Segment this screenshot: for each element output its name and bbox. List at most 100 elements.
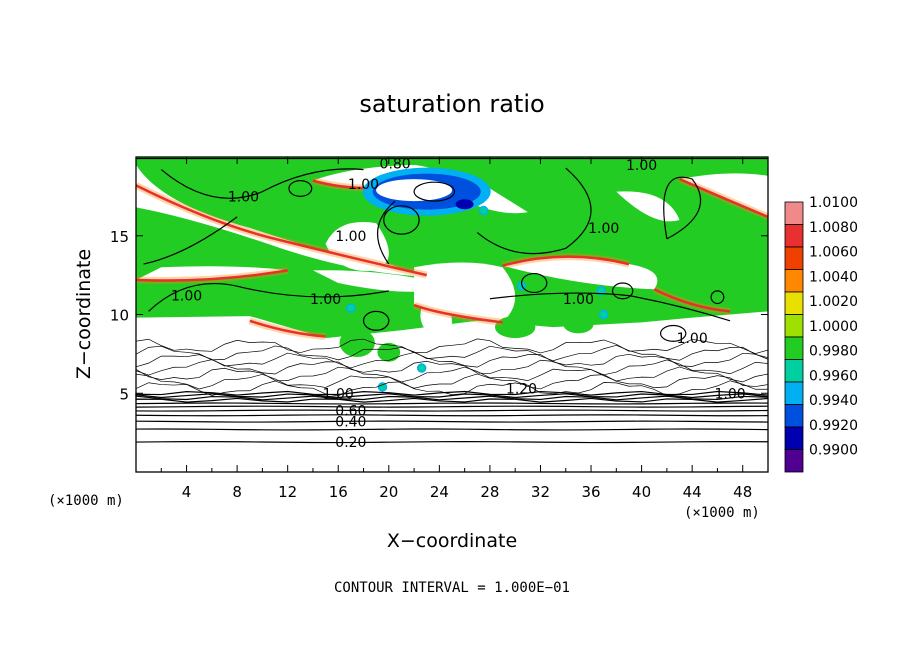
contour-label: 1.00 [348,177,379,193]
x-tick-label: 12 [278,483,297,501]
x-unit-right: (×1000 m) [684,505,760,521]
contour-line [135,402,769,405]
cloud-edge [653,288,731,313]
subsaturated-region [325,221,389,272]
contour-label: 1.00 [335,229,366,245]
contour-label: 0.40 [335,415,366,431]
contour-line [135,380,769,397]
colorbar-label: 1.0080 [809,220,858,236]
contour-labels: 0.80 1.001.001.001.00 1.001.00 1.00 1.001.00… [171,156,746,451]
x-tick-label: 16 [329,483,348,501]
contour-loop [413,181,456,202]
x-unit-left: (×1000 m) [48,493,124,509]
cloud-edge [413,303,503,324]
subsaturated-core-min [455,199,474,210]
contour-line [663,176,702,240]
cloud-edge [135,269,288,282]
contour-line [135,395,769,401]
saturated-patch [339,328,375,358]
subsaturated-region [249,320,326,362]
colorbar-label: 0.9920 [809,418,858,434]
contour-label: 1.00 [228,189,259,205]
x-axis-title: X−coordinate [387,530,517,552]
colorbar-label: 1.0100 [809,195,858,211]
contour-line [135,338,769,354]
contour-line [135,441,769,444]
colorbar-label: 0.9960 [809,368,858,384]
contour-line [135,373,769,390]
contour-line [148,283,389,312]
colorbar-swatch [784,269,804,293]
saturated-patch [494,316,536,339]
subsaturated-spot [377,382,388,392]
x-tick-label: 36 [581,483,600,501]
colorbar-swatch [784,426,804,450]
contour-loop [659,324,687,342]
y-tick-label: 15 [110,228,129,246]
y-axis-title: Z−coordinate [73,249,95,379]
colorbar: 1.0100 1.0080 1.0060 1.0040 1.0020 1.0000 0.99… [784,195,858,473]
x-tick-label: 4 [182,483,192,501]
subsaturated-spot [478,205,489,216]
contour-interval-note: CONTOUR INTERVAL = 1.000E−01 [334,580,570,596]
contour-lines [135,157,769,444]
subsaturated-spot [598,309,609,320]
contour-line [143,216,238,265]
contour-line [135,405,769,408]
colorbar-swatch [784,449,804,473]
contour-line [135,359,769,376]
contour-label: 1.00 [310,292,341,308]
chart-title: saturation ratio [359,90,544,118]
contour-loop [520,272,548,294]
x-tick-label: 32 [531,483,550,501]
contour-line [135,393,769,399]
y-tick-label: 5 [119,385,129,403]
contour-loop [611,282,634,300]
subsaturated-region [420,283,452,343]
supersaturated-region [136,157,768,339]
subsaturated-region [136,266,288,281]
y-axis-ticks: 5 10 15 [110,228,768,403]
cloud-edge [249,319,326,338]
contour-line [135,428,769,431]
subsaturated-spot [596,286,606,296]
colorbar-label: 1.0040 [809,269,858,285]
x-axis-ticks: 4 8 12 16 20 24 28 32 36 40 44 48 [160,157,752,501]
contour-line [135,397,769,403]
x-tick-label: 24 [430,483,449,501]
colorbar-swatch [784,404,804,428]
contour-label: 0.80 [380,156,411,172]
x-tick-label: 8 [232,483,242,501]
contour-label: 1.00 [588,221,619,237]
x-tick-label: 44 [683,483,702,501]
contour-line [135,409,769,412]
colorbar-swatch [784,224,804,248]
colorbar-swatch [784,201,804,225]
colorbar-label: 0.9940 [809,393,858,409]
colorbar-label: 1.0020 [809,294,858,310]
contour-line [135,344,769,362]
colorbar-label: 1.0060 [809,245,858,261]
contour-loop [710,290,725,305]
colorbar-swatch [784,336,804,360]
contour-label: 1.00 [171,289,202,305]
colorbar-swatch [784,291,804,315]
cloud-edge [135,184,427,277]
subsaturated-region [679,173,768,217]
x-tick-label: 20 [379,483,398,501]
subsaturated-spot [416,363,427,373]
contour-label: 1.20 [506,382,537,398]
contour-line [135,352,769,369]
contour-line [135,366,769,383]
cloud-edge [502,255,630,267]
contour-label: 0.60 [335,404,366,420]
colorbar-label: 0.9980 [809,344,858,360]
colorbar-swatch [784,359,804,383]
colorbar-swatch [784,381,804,405]
contour-label: 0.20 [335,435,366,451]
contour-line [376,200,396,265]
colorbar-label: 0.9900 [809,443,858,459]
contour-loop [362,310,390,331]
x-tick-label: 48 [733,483,752,501]
